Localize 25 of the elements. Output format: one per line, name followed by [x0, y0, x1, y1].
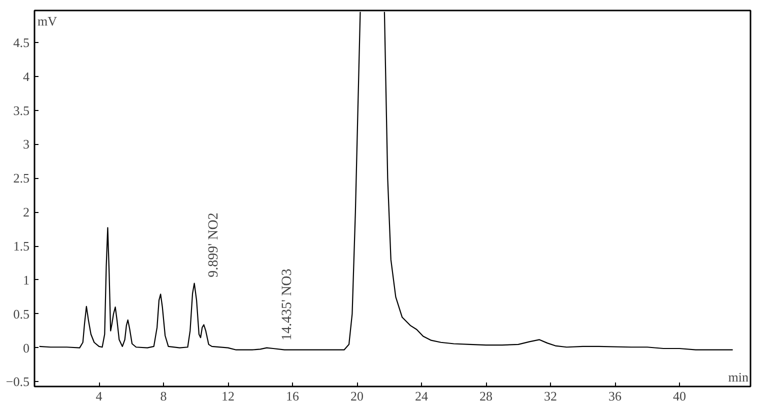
x-axis-title: min	[728, 370, 749, 384]
x-tick-label: 36	[608, 388, 622, 404]
x-tick-label: 20	[350, 388, 364, 404]
x-tick-label: 28	[480, 388, 493, 404]
y-tick-label: 3.5	[13, 102, 30, 118]
x-tick-label: 16	[286, 388, 300, 404]
y-tick-label: 0	[23, 340, 30, 356]
annotation: 14.435' NO3	[280, 268, 295, 340]
y-tick-label: 4.5	[13, 34, 30, 50]
y-tick-label: 2	[23, 204, 30, 220]
y-tick-label: 1.5	[13, 238, 30, 254]
y-tick-label: 0.5	[13, 306, 30, 322]
x-tick-label: 40	[673, 388, 686, 404]
y-tick-label: 4	[23, 68, 30, 84]
y-tick-label: 1	[23, 272, 30, 288]
y-tick-label: −0.5	[6, 374, 30, 390]
x-tick-label: 8	[160, 388, 167, 404]
x-tick-label: 32	[544, 388, 558, 404]
annotation: 9.899' NO2	[206, 212, 222, 278]
y-tick-label: 3	[23, 136, 30, 152]
y-tick-label: 2.5	[13, 170, 30, 186]
x-tick-label: 4	[96, 388, 103, 404]
y-axis-title: mV	[38, 14, 58, 28]
x-tick-label: 12	[222, 388, 235, 404]
x-tick-label: 24	[415, 388, 429, 404]
